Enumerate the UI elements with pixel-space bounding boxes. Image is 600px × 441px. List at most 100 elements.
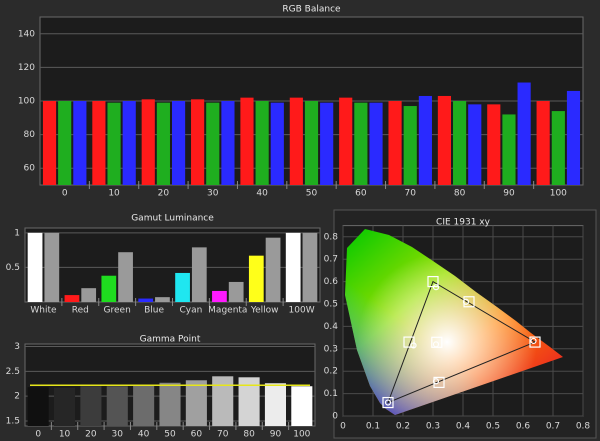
x-tick-label: 100 [293, 430, 310, 440]
bar [206, 102, 220, 185]
bar [240, 97, 254, 185]
bar [285, 232, 301, 302]
x-tick-label: Yellow [250, 306, 279, 316]
bar [191, 99, 205, 185]
bar [304, 101, 319, 185]
bar [106, 386, 128, 426]
bar [354, 102, 368, 185]
x-tick-label: 20 [158, 189, 170, 199]
target-point [382, 396, 394, 409]
bar [468, 104, 482, 185]
y-tick-label: 2.5 [6, 367, 20, 377]
bar [81, 288, 97, 302]
bar [302, 232, 318, 302]
bar [141, 99, 155, 185]
y-tick-label: 0.3 [324, 344, 338, 354]
x-tick-label: 0.2 [396, 422, 410, 432]
x-tick-label: 60 [191, 430, 203, 440]
locus-white [345, 229, 563, 415]
bar [212, 290, 227, 302]
measured-point [410, 342, 417, 349]
x-tick-label: 0.4 [456, 422, 471, 432]
bar [175, 272, 190, 302]
bar [107, 102, 121, 185]
x-tick-label: 40 [256, 189, 268, 199]
y-tick-label: 0.8 [324, 232, 339, 242]
bar [101, 275, 117, 302]
bar [248, 255, 264, 302]
bar [221, 101, 235, 185]
target-point [529, 336, 541, 348]
y-tick-label: 0.7 [324, 255, 338, 265]
x-tick-label: Blue [144, 306, 164, 316]
bar [27, 232, 43, 302]
bar [453, 101, 467, 185]
x-tick-label: 0 [35, 430, 41, 440]
spectral-locus [345, 229, 563, 415]
bar [64, 295, 80, 302]
x-tick-label: 80 [243, 430, 255, 440]
x-tick-label: 30 [207, 189, 219, 199]
y-tick-label: 1.5 [6, 417, 20, 427]
y-tick-label: 0.4 [324, 322, 339, 332]
chart-title: Gamut Luminance [131, 214, 214, 224]
bar [369, 102, 383, 185]
bar [27, 387, 49, 426]
bar [44, 232, 60, 302]
measured-point [432, 378, 440, 385]
y-tick-label: 100 [18, 97, 35, 107]
gamut-triangle [387, 280, 537, 404]
x-tick-label: 90 [270, 430, 282, 440]
x-tick-label: 70 [217, 430, 229, 440]
y-tick-label: 0.5 [6, 263, 20, 273]
y-tick-label: 1 [14, 228, 20, 238]
bar [92, 101, 106, 185]
x-tick-label: 0 [62, 189, 68, 199]
bar [118, 252, 133, 302]
bar [228, 281, 244, 302]
x-tick-label: 40 [138, 430, 150, 440]
bar [80, 386, 102, 426]
bar [42, 101, 57, 185]
bar [264, 383, 286, 426]
bar [320, 102, 334, 185]
x-tick-label: 0.7 [546, 422, 560, 432]
y-tick-label: 2 [14, 392, 20, 402]
y-tick-label: 0.1 [324, 389, 338, 399]
y-tick-label: 120 [18, 63, 35, 73]
y-tick-label: 3 [14, 342, 20, 352]
bar [291, 386, 313, 426]
bar [265, 237, 281, 302]
bar [159, 382, 181, 426]
target-point [403, 336, 415, 348]
measured-point [530, 337, 537, 345]
y-tick-label: 0.5 [324, 300, 338, 310]
bar [270, 102, 284, 185]
chart-title: RGB Balance [282, 5, 341, 15]
bar [58, 101, 72, 185]
y-tick-label: 0 [332, 412, 338, 422]
x-tick-label: 0.6 [516, 422, 531, 432]
measured-point [432, 341, 440, 348]
x-tick-label: 10 [108, 189, 120, 199]
x-tick-label: 10 [59, 430, 71, 440]
y-tick-label: 60 [24, 164, 36, 174]
x-tick-label: 50 [164, 430, 176, 440]
x-tick-label: 50 [306, 189, 318, 199]
x-tick-label: 0.8 [576, 422, 591, 432]
x-tick-label: 0.5 [486, 422, 500, 432]
x-tick-label: Green [104, 306, 131, 316]
x-tick-label: 100 [550, 189, 567, 199]
x-tick-label: 0.3 [426, 422, 440, 432]
y-tick-label: 80 [24, 130, 36, 140]
bar [487, 104, 501, 185]
bar [289, 97, 303, 185]
bar [418, 95, 432, 185]
y-tick-label: 0.6 [324, 277, 339, 287]
measured-point [462, 298, 470, 305]
bar [191, 247, 207, 302]
measured-point [432, 284, 440, 291]
x-tick-label: 80 [454, 189, 466, 199]
